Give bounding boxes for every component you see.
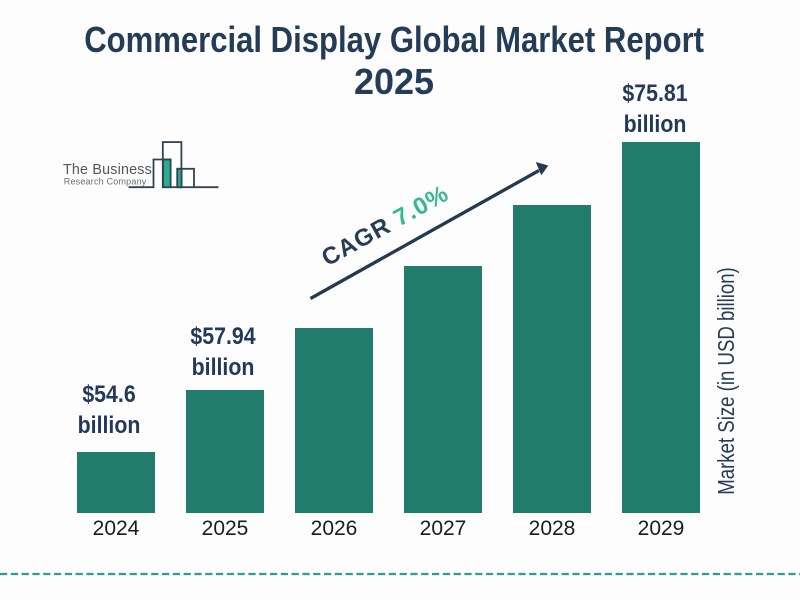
svg-text:The Business: The Business (63, 162, 152, 178)
svg-text:Market Size (in USD billion): Market Size (in USD billion) (714, 267, 739, 495)
svg-text:Research Company: Research Company (64, 177, 147, 187)
